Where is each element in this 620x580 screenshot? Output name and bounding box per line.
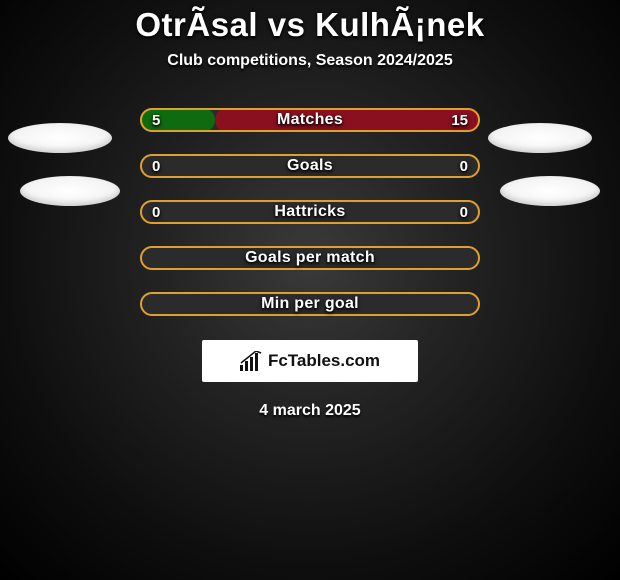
stat-label: Goals [287,157,333,175]
stat-value-left: 0 [152,154,160,178]
stat-row: 0 0 Hattricks [140,200,480,224]
stat-row: Min per goal [140,292,480,316]
infographic-root: OtrÃ­sal vs KulhÃ¡nek Club competitions,… [0,0,620,420]
page-title: OtrÃ­sal vs KulhÃ¡nek [0,6,620,44]
stat-value-left: 5 [152,108,160,132]
stat-row: Goals per match [140,246,480,270]
page-subtitle: Club competitions, Season 2024/2025 [0,52,620,70]
source-badge-text: FcTables.com [268,351,380,371]
date-label: 4 march 2025 [0,402,620,420]
stat-rows: 5 15 Matches 0 0 Goals 0 0 Hattricks Goals per ma… [0,108,620,316]
stat-value-right: 15 [451,108,468,132]
stat-value-right: 0 [460,200,468,224]
stat-value-right: 0 [460,154,468,178]
bar-fill-right [215,108,480,132]
stat-label: Matches [277,111,343,129]
source-badge: FcTables.com [202,340,418,382]
stat-label: Hattricks [274,203,345,221]
stat-row: 5 15 Matches [140,108,480,132]
stat-label: Goals per match [245,249,375,267]
stat-row: 0 0 Goals [140,154,480,178]
stat-value-left: 0 [152,200,160,224]
chart-icon [240,351,262,371]
stat-label: Min per goal [261,295,359,313]
